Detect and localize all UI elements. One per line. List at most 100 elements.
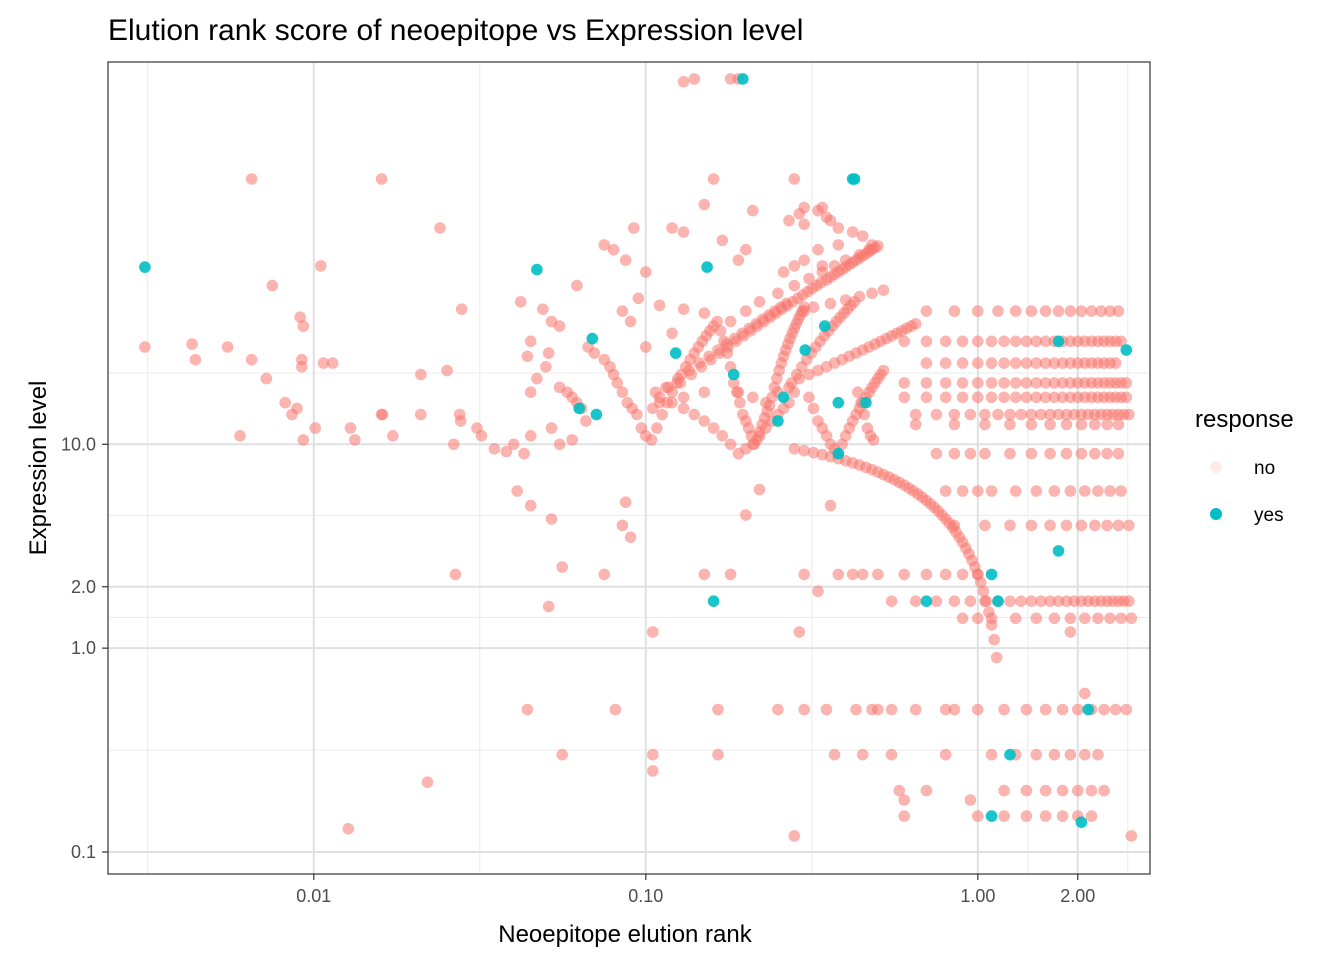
- point-no: [1020, 784, 1033, 797]
- point-no: [441, 364, 453, 377]
- point-no: [956, 568, 969, 581]
- point-no: [632, 292, 645, 305]
- point-no: [1020, 810, 1033, 822]
- point-no: [866, 287, 878, 300]
- point-no: [1044, 447, 1056, 460]
- point-no: [619, 254, 632, 266]
- point-no: [1048, 377, 1061, 389]
- point-no: [920, 391, 933, 404]
- point-no: [939, 703, 952, 716]
- point-no: [714, 347, 726, 359]
- point-no: [1004, 519, 1016, 532]
- point-no: [972, 377, 984, 389]
- point-no: [1020, 703, 1033, 716]
- point-yes: [701, 261, 713, 273]
- y-tick-label: 0.1: [71, 842, 96, 862]
- legend-key-yes: [1210, 508, 1222, 520]
- point-yes: [777, 391, 790, 404]
- point-no: [1039, 335, 1052, 348]
- point-no: [998, 810, 1010, 822]
- point-no: [1072, 784, 1084, 797]
- point-no: [1120, 703, 1133, 716]
- point-no: [760, 396, 772, 409]
- point-no: [448, 438, 460, 451]
- point-yes: [531, 263, 543, 276]
- point-no: [1075, 519, 1088, 532]
- point-no: [898, 391, 910, 404]
- point-no: [948, 519, 961, 532]
- point-no: [824, 297, 837, 310]
- point-no: [326, 357, 339, 369]
- point-no: [985, 748, 998, 761]
- point-no: [1009, 357, 1022, 369]
- point-no: [1052, 408, 1065, 421]
- point-no: [1123, 595, 1135, 607]
- point-no: [1015, 595, 1027, 607]
- point-no: [1089, 519, 1101, 532]
- point-no: [1109, 703, 1122, 716]
- point-no: [998, 703, 1010, 716]
- point-no: [898, 794, 910, 806]
- point-no: [1089, 447, 1101, 460]
- point-no: [1060, 447, 1073, 460]
- point-no: [1079, 612, 1091, 625]
- point-no: [985, 377, 998, 389]
- point-no: [1092, 485, 1104, 497]
- point-no: [972, 335, 984, 348]
- point-no: [867, 434, 880, 446]
- point-no: [645, 434, 658, 446]
- axis-ticks: 0.01 0.10 1.00 2.00 0.1 1.0 2.0 10.0: [61, 434, 1095, 906]
- point-no: [734, 396, 746, 409]
- point-no: [964, 595, 977, 607]
- point-yes: [772, 415, 784, 427]
- point-no: [309, 422, 322, 434]
- point-no: [556, 748, 568, 761]
- point-yes: [727, 368, 740, 381]
- point-no: [1009, 485, 1022, 497]
- point-no: [732, 254, 745, 266]
- point-no: [415, 368, 427, 381]
- point-no: [1004, 418, 1016, 431]
- point-no: [1115, 612, 1127, 625]
- point-no: [475, 430, 488, 442]
- point-yes: [1052, 545, 1065, 557]
- point-no: [909, 595, 922, 607]
- point-no: [1085, 810, 1098, 822]
- point-no: [939, 391, 952, 404]
- point-no: [1079, 485, 1091, 497]
- point-no: [898, 810, 910, 822]
- point-no: [607, 243, 620, 256]
- point-no: [939, 357, 952, 369]
- point-no: [1123, 408, 1135, 421]
- point-no: [1072, 703, 1084, 716]
- point-no: [898, 377, 910, 389]
- point-no: [1035, 408, 1047, 421]
- point-no: [698, 198, 711, 211]
- point-no: [948, 418, 961, 431]
- point-no: [839, 294, 852, 306]
- point-no: [1064, 748, 1077, 761]
- point-yes: [1052, 335, 1065, 348]
- point-no: [1064, 626, 1077, 638]
- point-no: [772, 703, 784, 716]
- point-no: [788, 279, 801, 292]
- point-no: [712, 748, 724, 761]
- point-no: [1025, 418, 1038, 431]
- point-no: [695, 361, 708, 373]
- point-no: [964, 408, 977, 421]
- point-no: [376, 408, 389, 421]
- point-yes: [799, 344, 811, 356]
- point-no: [1048, 391, 1061, 404]
- point-no: [674, 377, 687, 389]
- point-no: [788, 443, 801, 455]
- point-no: [783, 381, 795, 394]
- point-no: [803, 368, 815, 381]
- point-no: [1030, 335, 1043, 348]
- point-no: [598, 239, 611, 251]
- y-tick-label: 1.0: [71, 638, 96, 658]
- point-no: [571, 279, 583, 292]
- point-no: [677, 226, 690, 238]
- point-no: [956, 335, 969, 348]
- point-no: [1089, 418, 1101, 431]
- point-no: [724, 568, 737, 581]
